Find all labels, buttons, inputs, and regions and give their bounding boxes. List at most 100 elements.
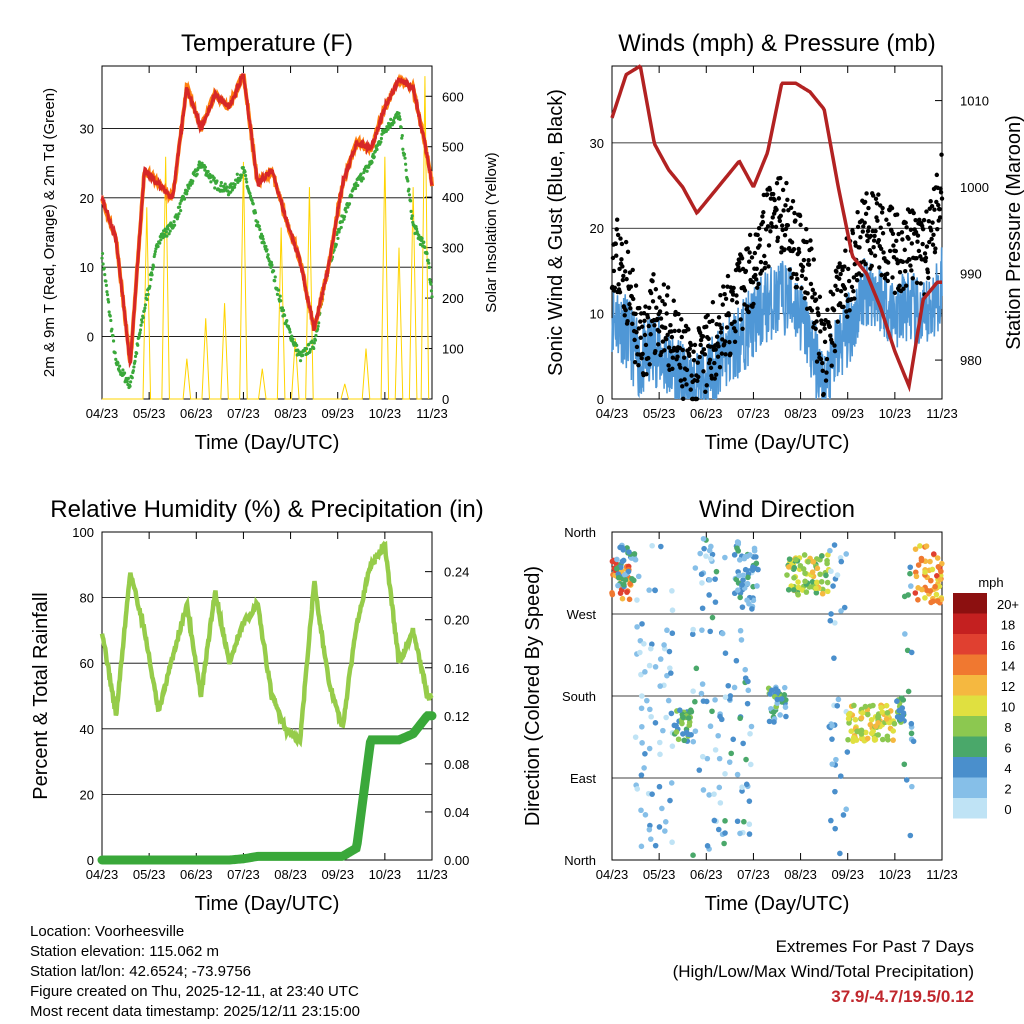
x-tick-label: 09/23 — [831, 406, 864, 421]
gust-point — [931, 232, 936, 238]
wind-direction-point — [934, 598, 941, 604]
dewpoint-point — [353, 186, 358, 191]
gust-point — [902, 247, 907, 253]
gust-point — [719, 325, 724, 331]
wind-direction-point — [754, 583, 760, 589]
wind-direction-point — [646, 745, 653, 752]
wind-direction-point — [713, 568, 720, 575]
wind-direction-point — [649, 542, 655, 549]
gust-point — [641, 310, 647, 316]
gust-point — [682, 377, 687, 382]
wind-direction-point — [875, 714, 881, 720]
figure-created: Figure created on Thu, 2025-12-11, at 23… — [30, 983, 359, 1000]
x-tick-label: 05/23 — [133, 406, 166, 421]
wind-direction-point — [901, 761, 908, 768]
gust-point — [823, 378, 829, 383]
wind-direction-point — [662, 828, 668, 834]
gust-point — [873, 228, 878, 234]
gust-point — [881, 250, 886, 255]
gust-point — [617, 266, 622, 272]
gust-point — [712, 376, 717, 381]
gust-point — [896, 231, 901, 237]
gust-point — [909, 268, 914, 273]
y-tick-label: South — [562, 689, 596, 704]
wind-direction-point — [894, 698, 900, 705]
colorbar-label: 16 — [1001, 638, 1015, 653]
wind-direction-point — [863, 729, 869, 736]
gust-point — [666, 363, 671, 368]
wind-direction-point — [738, 637, 745, 643]
gust-point — [868, 233, 874, 239]
wind-direction-point — [875, 732, 881, 738]
wind-direction-point — [883, 716, 890, 722]
gust-point — [760, 214, 765, 219]
dewpoint-point — [132, 365, 136, 369]
gust-point — [908, 227, 914, 232]
wind-direction-point — [715, 732, 721, 739]
gust-point — [620, 277, 626, 283]
gust-point — [857, 245, 862, 250]
dewpoint-point — [403, 156, 407, 160]
wind-direction-point — [699, 605, 706, 612]
gust-point — [798, 222, 803, 228]
gust-point — [759, 268, 765, 273]
wind-direction-point — [642, 812, 649, 818]
extremes-heading: Extremes For Past 7 Days — [775, 937, 974, 956]
gust-point — [698, 337, 704, 343]
dewpoint-point — [215, 179, 219, 183]
dewpoint-point — [146, 292, 150, 297]
wind-direction-point — [712, 747, 719, 753]
dewpoint-point — [262, 241, 266, 245]
dewpoint-point — [232, 185, 237, 189]
gust-point — [926, 275, 931, 281]
wind-direction-point — [919, 586, 925, 593]
gust-point — [725, 284, 730, 289]
dewpoint-point — [250, 198, 254, 203]
dewpoint-point — [138, 331, 142, 335]
gust-point — [731, 285, 736, 291]
y2-tick-label: 300 — [442, 241, 464, 256]
gust-point — [923, 255, 929, 261]
wind-direction-point — [712, 576, 718, 582]
gust-point — [772, 197, 777, 203]
wind-direction-point — [740, 577, 746, 583]
gust-point — [863, 211, 869, 217]
wind-direction-point — [744, 700, 751, 707]
wind-direction-point — [652, 587, 658, 594]
wind-direction-point — [834, 572, 841, 578]
wind-direction-point — [698, 690, 705, 697]
gust-point — [862, 199, 868, 205]
wind-direction-point — [639, 693, 645, 699]
gust-point — [758, 259, 764, 265]
dewpoint-point — [152, 265, 156, 269]
wind-direction-point — [868, 717, 875, 723]
wind-direction-point — [721, 840, 727, 847]
gust-point — [906, 236, 911, 241]
gust-point — [746, 309, 751, 315]
dewpoint-point — [265, 248, 269, 252]
dewpoint-point — [397, 114, 402, 119]
wind-direction-point — [790, 587, 797, 593]
wind-direction-point — [859, 710, 866, 716]
gust-point — [633, 283, 639, 288]
gust-point — [878, 225, 883, 230]
wind-direction-point — [677, 707, 683, 714]
wind-direction-point — [795, 579, 801, 585]
y-tick-label: 40 — [80, 722, 94, 737]
wind-direction-point — [928, 599, 934, 606]
gust-point — [900, 237, 905, 242]
wind-direction-point — [918, 555, 925, 562]
gust-point — [658, 316, 664, 321]
wind-direction-point — [835, 696, 842, 703]
dewpoint-point — [409, 209, 413, 214]
colorbar-label: 14 — [1001, 659, 1015, 674]
x-tick-label: 11/23 — [926, 867, 958, 882]
wind-direction-point — [641, 641, 647, 647]
gust-point — [796, 246, 801, 252]
data-timestamp: Most recent data timestamp: 2025/12/11 2… — [30, 1003, 360, 1020]
gust-point — [631, 296, 636, 302]
wind-direction-point — [933, 591, 940, 598]
gust-point — [628, 284, 634, 289]
wind-direction-point — [907, 832, 914, 839]
gust-point — [927, 239, 932, 245]
